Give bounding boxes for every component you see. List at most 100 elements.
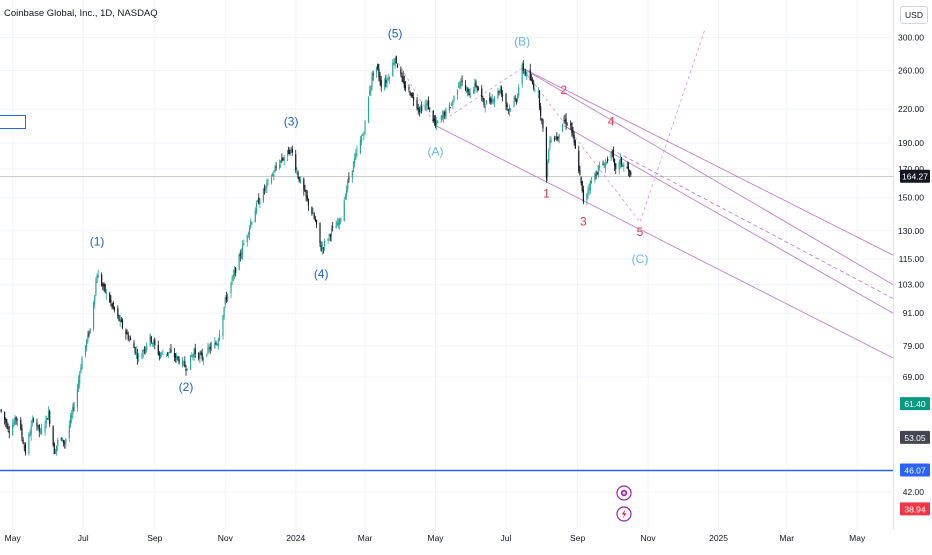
candle-body [30, 425, 32, 436]
candle-body [444, 111, 446, 116]
candle-body [377, 64, 379, 70]
candle-body [330, 228, 333, 237]
candle-body [214, 342, 216, 349]
candle-body [612, 150, 615, 160]
candle-body [71, 414, 73, 419]
candle-body [320, 245, 322, 251]
candle-body [493, 97, 496, 103]
candle-body [372, 73, 374, 76]
candle-body [224, 297, 226, 305]
candle-body [176, 355, 178, 360]
candle-body [468, 93, 470, 95]
candle-body [505, 93, 507, 105]
candle-body [572, 130, 574, 136]
candle-body [162, 353, 164, 355]
candle-body [485, 100, 487, 105]
candle-body [168, 352, 170, 354]
candle-body [434, 120, 437, 126]
candle-body [29, 433, 31, 436]
time-axis: May Jul Sep Nov 2024 Mar May Jul Sep Nov 2025 Mar Ma… [5, 533, 866, 543]
candle-body [255, 202, 258, 213]
candle-body [154, 339, 156, 345]
candle-body [258, 198, 260, 204]
candle-body [218, 333, 221, 341]
candle-body [222, 315, 224, 337]
candle-body [157, 345, 159, 355]
candle-body [8, 431, 10, 433]
candle-body [359, 140, 362, 153]
candle-body [619, 159, 621, 164]
candle-body [274, 168, 276, 173]
candle-body [16, 418, 18, 422]
x-tick-label: Jul [501, 533, 512, 543]
candle-body [281, 158, 283, 161]
candle-body [117, 308, 119, 316]
candle-body [427, 100, 430, 110]
candle-body [469, 93, 471, 98]
candle-body [384, 82, 386, 90]
candle-body [230, 282, 232, 294]
currency-button[interactable]: USD [900, 6, 928, 24]
candle-body [231, 277, 233, 282]
candle-body [233, 270, 236, 276]
candle-body [327, 238, 329, 242]
candle-body [578, 150, 580, 172]
candle-body [540, 106, 542, 116]
candle-body [46, 418, 48, 420]
y-tick-label: 300.00 [898, 33, 924, 43]
candle-body [56, 445, 58, 452]
candle-body [61, 438, 63, 442]
candle-body [290, 147, 292, 152]
candle-body [340, 218, 342, 222]
candle-body [84, 345, 87, 356]
candle-body [481, 88, 483, 98]
candle-body [474, 82, 476, 92]
candle-body [452, 101, 454, 106]
candle-body [92, 303, 95, 329]
candle-body [329, 235, 331, 237]
event-plus-icon[interactable] [616, 485, 632, 501]
candle-body [564, 120, 566, 121]
candle-body [362, 134, 364, 136]
candle-body [367, 96, 370, 123]
candle-body [4, 411, 6, 420]
candle-body [630, 172, 632, 175]
candle-body [579, 170, 581, 175]
wave-label: (3) [284, 115, 299, 129]
wave-label: 4 [608, 115, 615, 129]
candle-body [64, 443, 66, 445]
candle-body [580, 176, 582, 183]
candle-body [538, 90, 541, 107]
candle-body [265, 186, 267, 189]
candle-body [136, 353, 139, 359]
candle-body [95, 282, 97, 296]
candle-body [603, 167, 605, 168]
event-lightning-icon[interactable] [616, 506, 632, 522]
candle-body [396, 65, 399, 68]
candle-body [436, 121, 438, 125]
candle-body [120, 319, 122, 322]
candle-body [232, 274, 234, 277]
candle-body [523, 71, 526, 74]
candle-body [184, 361, 186, 367]
candle-body [181, 360, 184, 366]
candle-body [395, 56, 397, 63]
candle-body [475, 81, 477, 86]
candle-body [240, 252, 243, 259]
candle-body [337, 222, 340, 225]
candle-body [215, 342, 217, 345]
candle-body [404, 85, 407, 89]
candle-body [473, 89, 475, 93]
candle-body [282, 159, 284, 161]
candle-body [324, 240, 326, 247]
candle-body [303, 178, 305, 190]
candle-body [534, 90, 536, 92]
candle-body [437, 121, 439, 123]
candle-body [370, 85, 372, 93]
candle-body [127, 334, 129, 340]
grid [0, 0, 893, 530]
candle-body [550, 139, 552, 143]
wave-label: (B) [514, 34, 530, 48]
